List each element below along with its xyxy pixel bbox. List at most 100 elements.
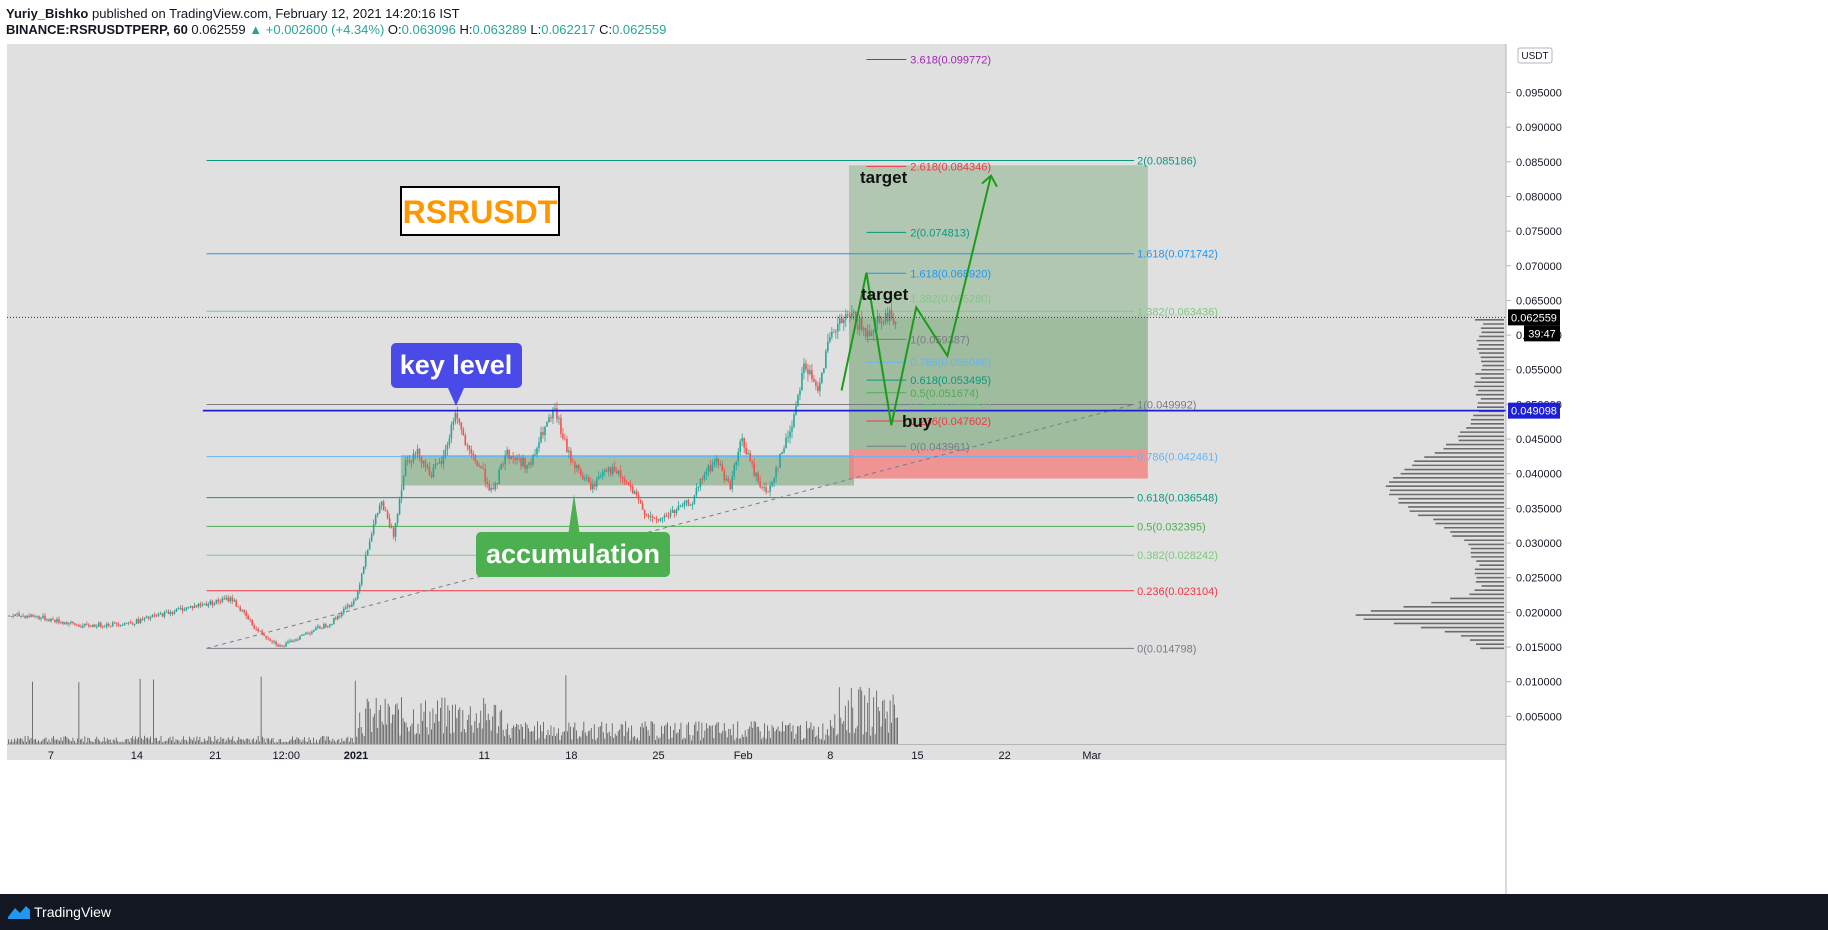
price-axis[interactable] xyxy=(1506,44,1828,894)
candle-body xyxy=(76,624,78,626)
candle-body xyxy=(593,483,596,487)
candle-body xyxy=(34,616,36,618)
candle-body xyxy=(161,613,164,617)
fib-label: 0.786(0.042461) xyxy=(1137,452,1218,464)
candle-body xyxy=(615,471,618,474)
candle-body xyxy=(366,549,369,556)
candle-body xyxy=(402,475,405,491)
y-tick-label: 0.015000 xyxy=(1516,642,1562,654)
candle-body xyxy=(675,510,678,514)
candle-body xyxy=(125,623,128,625)
high-value: 0.063289 xyxy=(472,22,527,37)
candle-body xyxy=(360,573,363,585)
candle-body xyxy=(623,478,626,482)
candle-body xyxy=(709,465,712,472)
candle-body xyxy=(225,597,228,600)
candle-body xyxy=(291,640,293,643)
candle-body xyxy=(418,449,421,458)
candle-body xyxy=(625,481,628,483)
candle-body xyxy=(868,330,871,336)
candle-body xyxy=(346,605,349,608)
candle-body xyxy=(315,627,317,631)
candle-body xyxy=(215,599,218,604)
candle-body xyxy=(66,622,68,625)
candle-body xyxy=(550,417,552,419)
candle-body xyxy=(665,515,668,517)
candle-body xyxy=(599,475,602,477)
candle-body xyxy=(374,515,377,525)
fib-ext-label: 0(0.043961) xyxy=(910,441,969,453)
candle-body xyxy=(259,630,261,632)
candle-body xyxy=(14,614,16,617)
candle-body xyxy=(689,505,692,506)
candle-body xyxy=(673,509,676,514)
candle-body xyxy=(203,603,206,605)
candle-body xyxy=(494,483,496,490)
price-chart[interactable]: 0(0.014798) 0.236(0.023104) 0.382(0.028242… xyxy=(0,44,1828,894)
candle-body xyxy=(352,600,355,605)
low-label: L: xyxy=(530,22,542,37)
candle-body xyxy=(607,467,610,472)
candle-body xyxy=(384,510,387,512)
candle-body xyxy=(888,310,891,322)
candle-body xyxy=(775,467,777,478)
candle-body xyxy=(289,640,291,642)
candle-body xyxy=(271,640,273,643)
candle-body xyxy=(733,465,736,477)
candle-body xyxy=(350,604,353,607)
candle-body xyxy=(275,641,277,645)
candle-body xyxy=(32,614,34,617)
candle-body xyxy=(205,603,208,606)
candle-body xyxy=(741,438,743,442)
candle-body xyxy=(319,626,321,629)
profit-zone xyxy=(849,317,1148,450)
candle-body xyxy=(20,616,22,617)
candle-body xyxy=(862,327,865,330)
target-lower-label: target xyxy=(861,285,909,304)
candle-body xyxy=(677,505,680,511)
high-label: H: xyxy=(459,22,473,37)
candle-body xyxy=(44,615,46,621)
candle-body xyxy=(213,603,216,605)
countdown-text: 39:47 xyxy=(1528,328,1556,340)
candle-body xyxy=(715,458,718,462)
candle-body xyxy=(695,487,698,496)
candle-body xyxy=(870,332,873,336)
fib-ext-label: 0.618(0.053495) xyxy=(910,375,991,387)
publish-info: Yuriy_Bishko published on TradingView.co… xyxy=(6,6,460,21)
y-tick-label: 0.010000 xyxy=(1516,677,1562,689)
symbol-name[interactable]: BINANCE:RSRUSDTPERP, 60 xyxy=(6,22,188,37)
candle-body xyxy=(231,597,234,602)
candle-body xyxy=(858,318,861,330)
footer-brand[interactable]: TradingView xyxy=(34,904,112,920)
candle-body xyxy=(358,584,361,591)
x-tick-label: 18 xyxy=(565,750,577,762)
author-name[interactable]: Yuriy_Bishko xyxy=(6,6,89,21)
candle-body xyxy=(637,495,640,501)
candle-body xyxy=(751,461,753,464)
candle-body xyxy=(713,461,716,465)
candle-body xyxy=(335,617,337,619)
candle-body xyxy=(603,470,606,472)
fib-label: 1.382(0.063436) xyxy=(1137,306,1218,318)
candle-body xyxy=(251,619,253,626)
candle-body xyxy=(372,524,375,535)
candle-body xyxy=(24,615,26,618)
chart-header: Yuriy_Bishko published on TradingView.co… xyxy=(0,0,1828,44)
candle-body xyxy=(572,461,574,463)
x-tick-label: 25 xyxy=(652,750,664,762)
candle-body xyxy=(892,318,895,325)
candle-body xyxy=(613,466,616,472)
candle-body xyxy=(805,363,807,370)
y-tick-label: 0.085000 xyxy=(1516,157,1562,169)
x-tick-label: 12:00 xyxy=(273,750,301,762)
candle-body xyxy=(793,414,795,427)
candle-body xyxy=(767,491,769,493)
tradingview-logo-icon[interactable] xyxy=(6,903,32,921)
candle-body xyxy=(380,501,383,506)
plot-area[interactable] xyxy=(7,44,1506,760)
candle-body xyxy=(311,631,313,634)
candle-body xyxy=(297,639,299,641)
candle-body xyxy=(8,615,10,617)
candle-body xyxy=(219,601,222,603)
